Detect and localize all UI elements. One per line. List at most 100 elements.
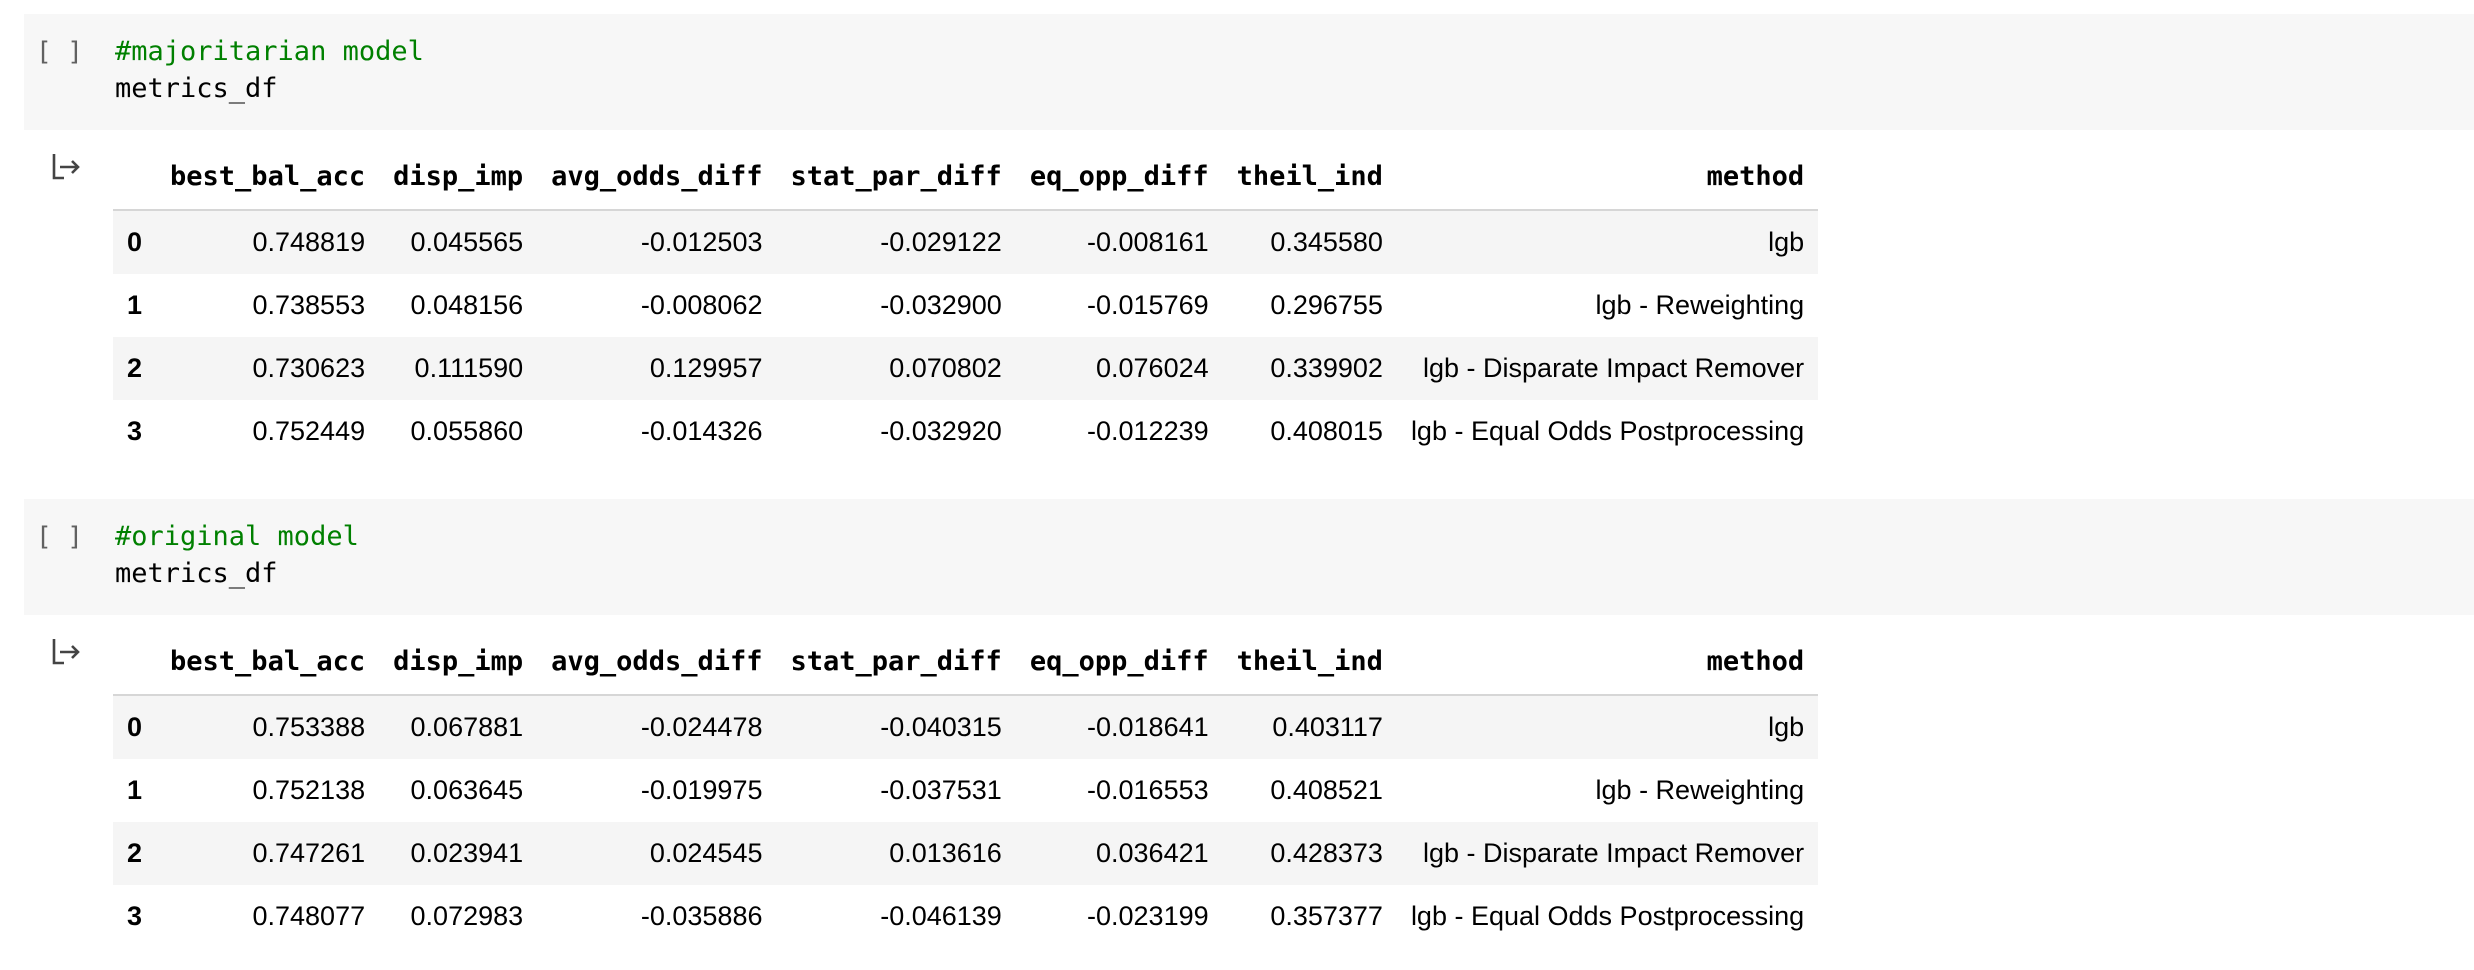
code-line[interactable]: metrics_df [115, 73, 278, 104]
table-cell: 0.129957 [537, 337, 777, 400]
column-header: theil_ind [1222, 628, 1397, 696]
table-cell: 0.067881 [379, 695, 538, 759]
table-cell: 0.036421 [1015, 822, 1223, 885]
table-header-row: best_bal_acc disp_imp avg_odds_diff stat… [113, 143, 1819, 211]
table-cell: 0.738553 [156, 274, 380, 337]
table-cell: -0.040315 [776, 695, 1016, 759]
table-cell: 0.339902 [1222, 337, 1397, 400]
table-cell: 0.023941 [379, 822, 538, 885]
table-row: 2 0.730623 0.111590 0.129957 0.070802 0.… [113, 337, 1819, 400]
dataframe-table: best_bal_acc disp_imp avg_odds_diff stat… [113, 628, 1819, 948]
output-arrow-icon[interactable] [50, 150, 84, 184]
code-comment-line[interactable]: #original model [115, 521, 359, 552]
column-header: best_bal_acc [156, 143, 380, 211]
table-cell: -0.035886 [537, 885, 777, 948]
column-header: avg_odds_diff [537, 628, 777, 696]
row-index: 1 [113, 274, 157, 337]
table-cell: 0.748077 [156, 885, 380, 948]
code-comment-line[interactable]: #majoritarian model [115, 36, 424, 67]
column-header: eq_opp_diff [1015, 143, 1223, 211]
table-row: 0 0.753388 0.067881 -0.024478 -0.040315 … [113, 695, 1819, 759]
table-cell: 0.428373 [1222, 822, 1397, 885]
table-cell: 0.747261 [156, 822, 380, 885]
table-cell: -0.019975 [537, 759, 777, 822]
table-cell: 0.296755 [1222, 274, 1397, 337]
table-cell: 0.013616 [776, 822, 1016, 885]
row-index: 2 [113, 337, 157, 400]
table-cell: 0.063645 [379, 759, 538, 822]
table-cell: 0.752449 [156, 400, 380, 463]
table-cell: 0.072983 [379, 885, 538, 948]
notebook-cell-majoritarian: [ ] #majoritarian model metrics_df best_… [24, 14, 2474, 463]
row-index: 2 [113, 822, 157, 885]
table-cell: 0.076024 [1015, 337, 1223, 400]
table-cell: 0.048156 [379, 274, 538, 337]
table-cell: 0.748819 [156, 210, 380, 274]
table-cell: 0.055860 [379, 400, 538, 463]
table-cell: -0.012239 [1015, 400, 1223, 463]
table-cell: 0.408015 [1222, 400, 1397, 463]
table-cell: -0.046139 [776, 885, 1016, 948]
table-cell: lgb - Equal Odds Postprocessing [1396, 885, 1819, 948]
table-cell: 0.070802 [776, 337, 1016, 400]
index-header [113, 143, 157, 211]
table-cell: 0.753388 [156, 695, 380, 759]
table-cell: 0.357377 [1222, 885, 1397, 948]
table-cell: -0.015769 [1015, 274, 1223, 337]
row-index: 3 [113, 885, 157, 948]
table-header-row: best_bal_acc disp_imp avg_odds_diff stat… [113, 628, 1819, 696]
column-header: best_bal_acc [156, 628, 380, 696]
column-header: method [1396, 628, 1819, 696]
table-cell: lgb - Reweighting [1396, 759, 1819, 822]
table-row: 2 0.747261 0.023941 0.024545 0.013616 0.… [113, 822, 1819, 885]
row-index: 0 [113, 210, 157, 274]
table-cell: lgb [1396, 210, 1819, 274]
table-row: 1 0.752138 0.063645 -0.019975 -0.037531 … [113, 759, 1819, 822]
column-header: eq_opp_diff [1015, 628, 1223, 696]
table-cell: -0.029122 [776, 210, 1016, 274]
column-header: method [1396, 143, 1819, 211]
table-cell: -0.032920 [776, 400, 1016, 463]
table-cell: lgb - Disparate Impact Remover [1396, 337, 1819, 400]
index-header [113, 628, 157, 696]
table-cell: lgb - Disparate Impact Remover [1396, 822, 1819, 885]
table-cell: 0.045565 [379, 210, 538, 274]
column-header: disp_imp [379, 143, 538, 211]
table-cell: -0.037531 [776, 759, 1016, 822]
table-cell: -0.012503 [537, 210, 777, 274]
output-arrow-icon[interactable] [50, 635, 84, 669]
table-cell: 0.408521 [1222, 759, 1397, 822]
code-cell-editor[interactable] [24, 14, 2474, 130]
table-row: 3 0.748077 0.072983 -0.035886 -0.046139 … [113, 885, 1819, 948]
table-cell: 0.752138 [156, 759, 380, 822]
table-row: 0 0.748819 0.045565 -0.012503 -0.029122 … [113, 210, 1819, 274]
code-line[interactable]: metrics_df [115, 558, 278, 589]
column-header: stat_par_diff [776, 143, 1016, 211]
row-index: 0 [113, 695, 157, 759]
table-cell: -0.008062 [537, 274, 777, 337]
table-cell: lgb [1396, 695, 1819, 759]
table-cell: -0.032900 [776, 274, 1016, 337]
column-header: avg_odds_diff [537, 143, 777, 211]
code-cell-editor[interactable] [24, 499, 2474, 615]
column-header: stat_par_diff [776, 628, 1016, 696]
table-cell: lgb - Reweighting [1396, 274, 1819, 337]
table-cell: -0.014326 [537, 400, 777, 463]
table-cell: 0.403117 [1222, 695, 1397, 759]
run-cell-button[interactable]: [ ] [36, 522, 83, 552]
column-header: theil_ind [1222, 143, 1397, 211]
run-cell-button[interactable]: [ ] [36, 37, 83, 67]
column-header: disp_imp [379, 628, 538, 696]
table-cell: 0.345580 [1222, 210, 1397, 274]
table-cell: -0.018641 [1015, 695, 1223, 759]
table-cell: lgb - Equal Odds Postprocessing [1396, 400, 1819, 463]
row-index: 1 [113, 759, 157, 822]
table-cell: -0.024478 [537, 695, 777, 759]
table-cell: 0.024545 [537, 822, 777, 885]
notebook-cell-original: [ ] #original model metrics_df best_bal_… [0, 485, 2474, 970]
table-cell: -0.008161 [1015, 210, 1223, 274]
table-row: 3 0.752449 0.055860 -0.014326 -0.032920 … [113, 400, 1819, 463]
table-cell: 0.730623 [156, 337, 380, 400]
dataframe-table: best_bal_acc disp_imp avg_odds_diff stat… [113, 143, 1819, 463]
table-row: 1 0.738553 0.048156 -0.008062 -0.032900 … [113, 274, 1819, 337]
